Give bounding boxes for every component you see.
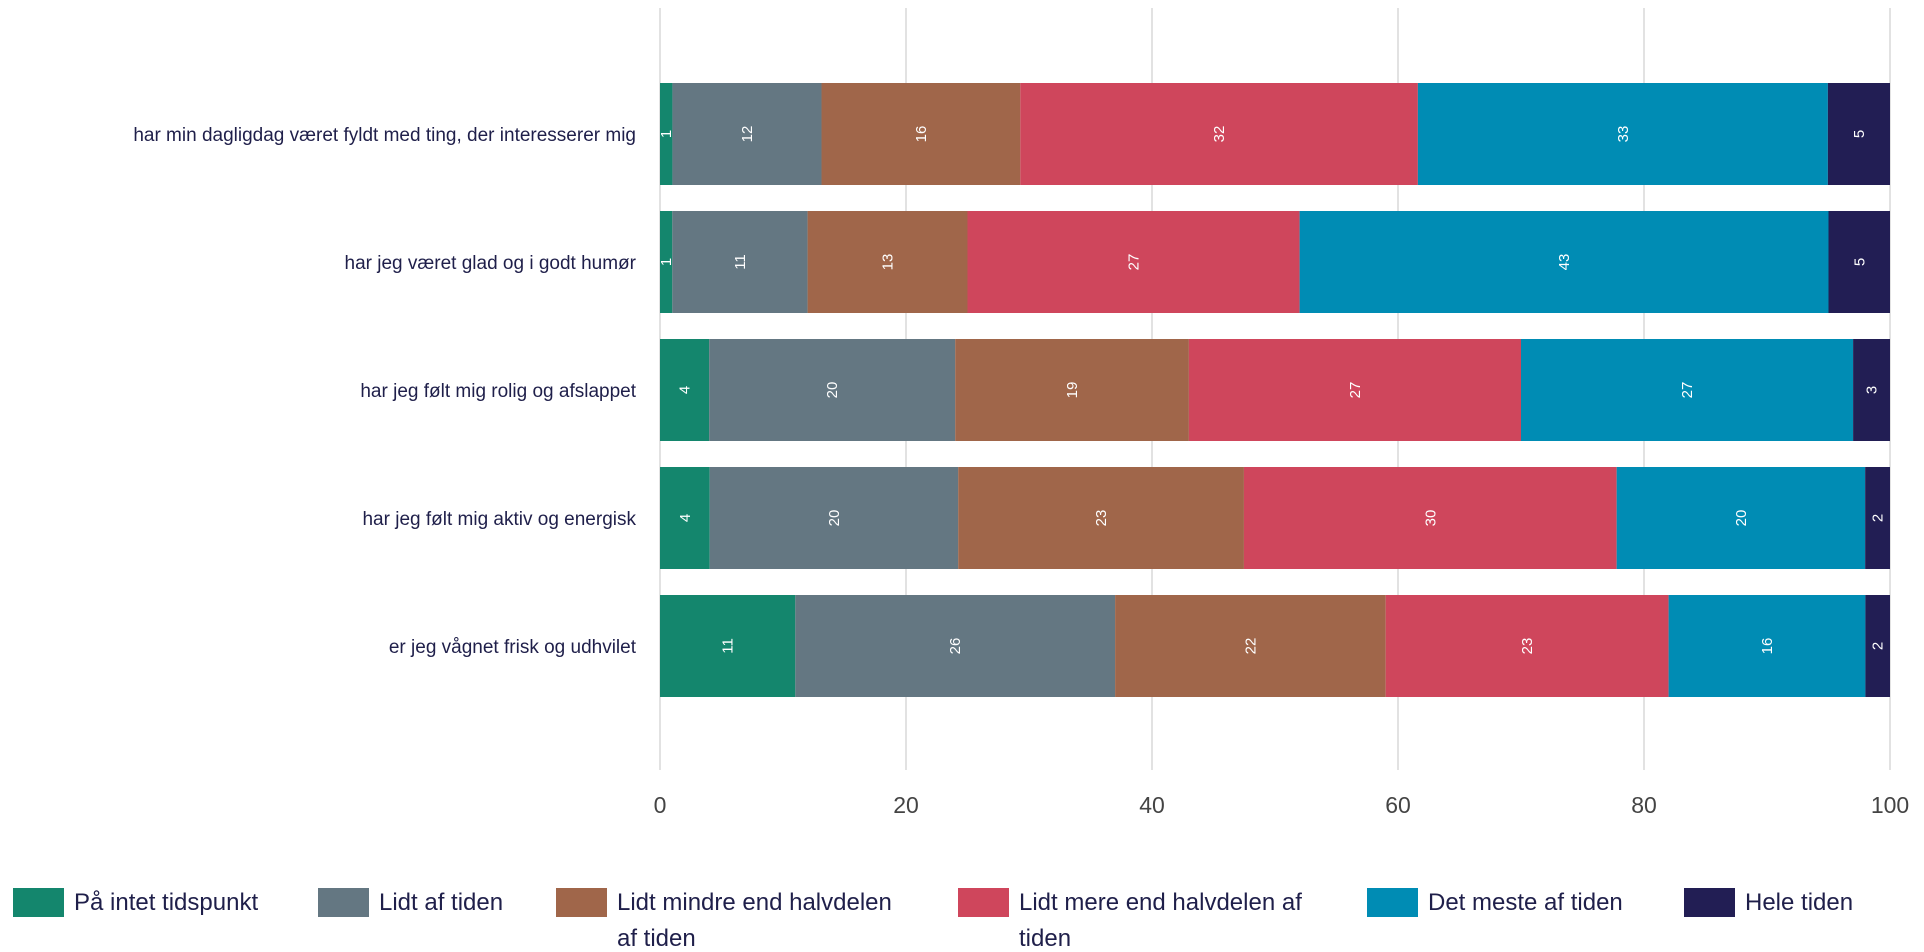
- data-label: 43: [1556, 254, 1573, 271]
- data-label: 32: [1211, 126, 1228, 143]
- bar-segment: [1828, 211, 1890, 313]
- data-label: 23: [1093, 510, 1110, 527]
- bar-segment: [807, 211, 968, 313]
- data-label: 30: [1422, 510, 1439, 527]
- data-label: 23: [1519, 638, 1536, 655]
- bar-segment: [821, 83, 1021, 185]
- legend-label: Lidt mere end halvdelen af: [1019, 889, 1302, 916]
- data-label: 16: [913, 126, 930, 143]
- bar-segment: [1385, 595, 1669, 697]
- legend: På intet tidspunkt Lidt af tiden Lidt mind…: [13, 888, 1853, 952]
- bar-segment: [660, 595, 796, 697]
- data-label: 11: [732, 254, 749, 270]
- legend-swatch: [1684, 888, 1735, 917]
- legend-label: På intet tidspunkt: [74, 889, 258, 916]
- bar-segment: [1865, 595, 1890, 697]
- bar-segment: [672, 211, 808, 313]
- bar-segment: [660, 339, 710, 441]
- bar-segment: [1853, 339, 1890, 441]
- legend-label: Det meste af tiden: [1428, 889, 1623, 916]
- bar-segment: [1243, 467, 1617, 569]
- data-label: 27: [1126, 254, 1143, 271]
- bar-segment: [1521, 339, 1854, 441]
- x-tick-label: 100: [1871, 792, 1909, 818]
- bar-segment: [1417, 83, 1828, 185]
- data-label: 20: [1733, 510, 1750, 527]
- bar-segment: [1827, 83, 1890, 185]
- bar-segment: [709, 339, 956, 441]
- bar-segment: [967, 211, 1300, 313]
- x-tick-label: 60: [1385, 792, 1411, 818]
- data-label: 13: [880, 254, 897, 271]
- data-label: 11: [720, 638, 737, 654]
- x-tick-label: 40: [1139, 792, 1165, 818]
- bar-segment: [955, 339, 1189, 441]
- data-label: 2: [1870, 642, 1887, 650]
- data-label: 33: [1615, 126, 1632, 143]
- bar-segment: [660, 467, 710, 569]
- bar-segment: [672, 83, 822, 185]
- data-label: 16: [1759, 638, 1776, 655]
- data-label: 20: [826, 510, 843, 527]
- bar-segment: [958, 467, 1244, 569]
- data-label: 5: [1851, 258, 1868, 266]
- legend-swatch: [13, 888, 64, 917]
- bar-segment: [709, 467, 959, 569]
- bar-segment: [660, 83, 673, 185]
- data-label: 27: [1347, 382, 1364, 399]
- legend-swatch: [958, 888, 1009, 917]
- x-axis-ticks: 0 20 40 60 80 100: [654, 792, 1910, 818]
- legend-label: Lidt af tiden: [379, 889, 503, 916]
- legend-label: Hele tiden: [1745, 889, 1853, 916]
- x-tick-label: 0: [654, 792, 667, 818]
- data-label: 19: [1064, 382, 1081, 399]
- bar-segment: [1299, 211, 1829, 313]
- data-label: 26: [947, 638, 964, 655]
- data-label: 3: [1864, 386, 1881, 394]
- bar-segment: [1115, 595, 1386, 697]
- data-label: 5: [1851, 130, 1868, 138]
- legend-swatch: [318, 888, 369, 917]
- legend-label: Lidt mindre end halvdelen: [617, 889, 892, 916]
- legend-swatch: [556, 888, 607, 917]
- data-label: 22: [1242, 638, 1259, 655]
- bar-segment: [1865, 467, 1890, 569]
- category-label: har min dagligdag været fyldt med ting, …: [133, 125, 636, 146]
- data-label: 1: [658, 258, 675, 266]
- bar-segment: [1616, 467, 1866, 569]
- data-label: 27: [1679, 382, 1696, 399]
- category-label: har jeg følt mig rolig og afslappet: [360, 381, 636, 402]
- bar-segment: [795, 595, 1116, 697]
- category-labels: har min dagligdag været fyldt med ting, …: [133, 125, 636, 658]
- legend-label: tiden: [1019, 925, 1071, 952]
- bar-segment: [1188, 339, 1521, 441]
- category-label: har jeg været glad og i godt humør: [345, 253, 637, 274]
- category-label: er jeg vågnet frisk og udhvilet: [389, 637, 637, 658]
- data-label: 4: [677, 386, 694, 394]
- legend-swatch: [1367, 888, 1418, 917]
- bar-segment: [1020, 83, 1418, 185]
- data-label: 20: [824, 382, 841, 399]
- x-tick-label: 80: [1631, 792, 1657, 818]
- data-label: 1: [658, 130, 675, 138]
- legend-label: af tiden: [617, 925, 696, 952]
- category-label: har jeg følt mig aktiv og energisk: [362, 509, 636, 530]
- bar-segment: [660, 211, 673, 313]
- x-tick-label: 20: [893, 792, 919, 818]
- data-label: 2: [1870, 514, 1887, 522]
- data-label: 4: [677, 514, 694, 522]
- data-label: 12: [739, 126, 756, 143]
- bars-layer: 1 12 16 32 33 51 11 13 27 43 54 20 19 27 27 34 20 23 30 20 2…: [658, 83, 1890, 697]
- bar-segment: [1668, 595, 1866, 697]
